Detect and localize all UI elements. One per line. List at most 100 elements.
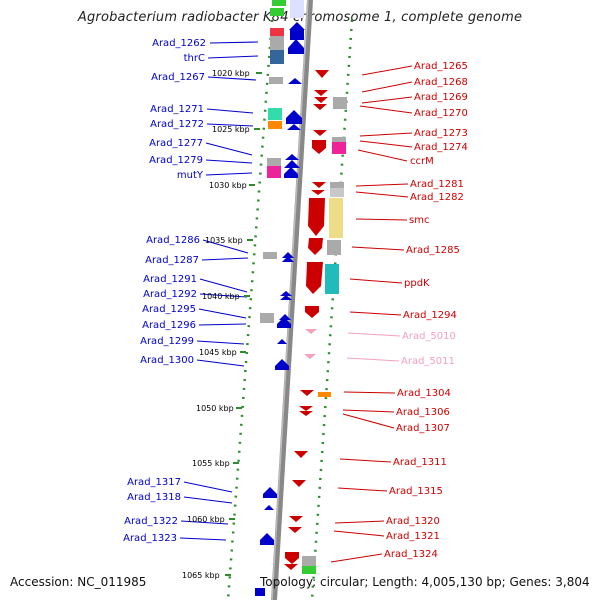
gene-arad-1268	[314, 90, 328, 96]
left-colored-blocks	[260, 8, 284, 323]
gene-label[interactable]: Arad_1311	[393, 457, 447, 468]
gene-label[interactable]: Arad_1286	[146, 235, 200, 246]
gene-arad-1320	[289, 516, 303, 522]
gene-label[interactable]: Arad_1285	[406, 245, 460, 256]
gene-label[interactable]: Arad_1269	[414, 92, 468, 103]
kbp-tick-label: 1050 kbp	[196, 404, 234, 413]
gene-label[interactable]: Arad_1268	[414, 77, 468, 88]
accession-label: Accession: NC_011985	[10, 575, 147, 589]
gene-label[interactable]: mutY	[177, 170, 204, 181]
gene-label[interactable]: smc	[409, 215, 429, 226]
left-leader-lines	[179, 41, 259, 541]
gene-label[interactable]: Arad_1320	[386, 516, 440, 527]
gene-label[interactable]: Arad_1281	[410, 179, 464, 190]
gene-label[interactable]: Arad_1277	[149, 138, 203, 149]
gene-arad-1270	[313, 104, 327, 110]
gene-label[interactable]: Arad_1270	[414, 108, 468, 119]
gene-arad-1282	[311, 190, 325, 195]
gene-label[interactable]: ppdK	[404, 278, 430, 289]
genome-info-label: Topology: circular; Length: 4,005,130 bp…	[260, 575, 590, 589]
gene-label[interactable]: Arad_1295	[142, 304, 196, 315]
gene-label[interactable]: Arad_1300	[140, 355, 194, 366]
right-colored-blocks	[302, 97, 347, 574]
gene-label[interactable]: Arad_1322	[124, 516, 178, 527]
gene-label[interactable]: Arad_1292	[143, 289, 197, 300]
gene-arad-1279	[284, 160, 300, 168]
gene-arad-1286	[282, 252, 294, 258]
right-leader-lines	[330, 65, 413, 563]
gene-arad-1304	[300, 390, 314, 396]
gene-label[interactable]: Arad_1321	[386, 531, 440, 542]
kbp-tick-label: 1045 kbp	[199, 348, 237, 357]
gene-arad-1321	[288, 527, 302, 533]
kbp-tick-label: 1060 kbp	[187, 515, 225, 524]
gene-label[interactable]: Arad_1294	[403, 310, 457, 321]
gene-label[interactable]: thrC	[184, 53, 205, 64]
gene-arad-1307	[299, 411, 313, 416]
gene-arad-1315	[292, 480, 306, 487]
gene-label[interactable]: Arad_1323	[123, 533, 177, 544]
gene-arad-1267	[288, 78, 302, 84]
kbp-tick-label: 1030 kbp	[209, 181, 247, 190]
gene-arad-1273	[313, 130, 327, 136]
gene-arad-1262	[289, 22, 305, 30]
kbp-tick-label: 1020 kbp	[212, 69, 250, 78]
gene-label[interactable]: Arad_1273	[414, 128, 468, 139]
gene-smc	[308, 198, 325, 236]
kbp-tick-label: 1025 kbp	[212, 125, 250, 134]
gene-label[interactable]: Arad_1265	[414, 61, 468, 72]
gene-arad-1269	[314, 97, 328, 103]
gene-label[interactable]: Arad_1267	[151, 72, 205, 83]
gene-arad-1324	[285, 552, 299, 564]
gene-arad-1317	[263, 487, 277, 498]
gene-arad-1311	[294, 451, 308, 458]
gene-label[interactable]: Arad_1274	[414, 142, 468, 153]
gene-arad-1272	[287, 124, 301, 130]
gene-label[interactable]: Arad_1271	[150, 104, 204, 115]
gene-label[interactable]: Arad_5010	[402, 331, 456, 342]
kbp-tick-label: 1055 kbp	[192, 459, 230, 468]
left-strand-genes	[255, 22, 305, 596]
gene-arad-1306	[299, 406, 313, 411]
gene-label[interactable]: Arad_1282	[410, 192, 464, 203]
gene-label[interactable]: Arad_1324	[384, 549, 438, 560]
gene-label[interactable]: Arad_1296	[142, 320, 196, 331]
gene-arad-1271	[286, 110, 302, 124]
gene-label[interactable]: Arad_1307	[396, 423, 450, 434]
gene-label[interactable]: Arad_1306	[396, 407, 450, 418]
gene-arad-1322	[260, 533, 274, 545]
gene-label[interactable]: Arad_1317	[127, 477, 181, 488]
gene-label[interactable]: Arad_1287	[145, 255, 199, 266]
gene-arad-1295	[279, 314, 291, 320]
gene-label[interactable]: Arad_1279	[149, 155, 203, 166]
left-gene-labels: Arad_1262 thrC Arad_1267 Arad_1271 Arad_…	[123, 38, 206, 544]
gene-arad-5011	[304, 354, 316, 359]
gene-label[interactable]: Arad_5011	[401, 356, 455, 367]
gene-arad-1287	[282, 256, 294, 262]
gene-label[interactable]: Arad_1318	[127, 492, 181, 503]
gene-label[interactable]: ccrM	[410, 156, 434, 167]
gene-arad-1294	[305, 306, 319, 318]
gene-arad-1285	[308, 238, 323, 255]
gene-arad-1265	[315, 70, 329, 78]
gene-label[interactable]: Arad_1315	[389, 486, 443, 497]
kbp-tick-label: 1065 kbp	[182, 571, 220, 580]
gene-arad-1277	[285, 154, 299, 160]
gene-label[interactable]: Arad_1304	[397, 388, 451, 399]
gene-arad-5010	[305, 329, 317, 334]
gene-label[interactable]: Arad_1299	[140, 336, 194, 347]
right-gene-labels: Arad_1265 Arad_1268 Arad_1269 Arad_1270 …	[384, 61, 468, 560]
kbp-tick-label: 1035 kbp	[205, 236, 243, 245]
gene-label[interactable]: Arad_1262	[152, 38, 206, 49]
gene-arad-1299	[277, 339, 287, 344]
kbp-ruler-labels: 1020 kbp 1025 kbp 1030 kbp 1035 kbp 1040…	[182, 69, 262, 580]
gene-arad-1300	[275, 359, 289, 370]
gene-label[interactable]: Arad_1272	[150, 119, 204, 130]
gene-arad-1318	[264, 505, 274, 510]
gene-label[interactable]: Arad_1291	[143, 274, 197, 285]
gene-arad-1281	[312, 182, 326, 188]
right-strand-genes	[284, 70, 329, 570]
gene-arad-1296	[277, 317, 291, 328]
